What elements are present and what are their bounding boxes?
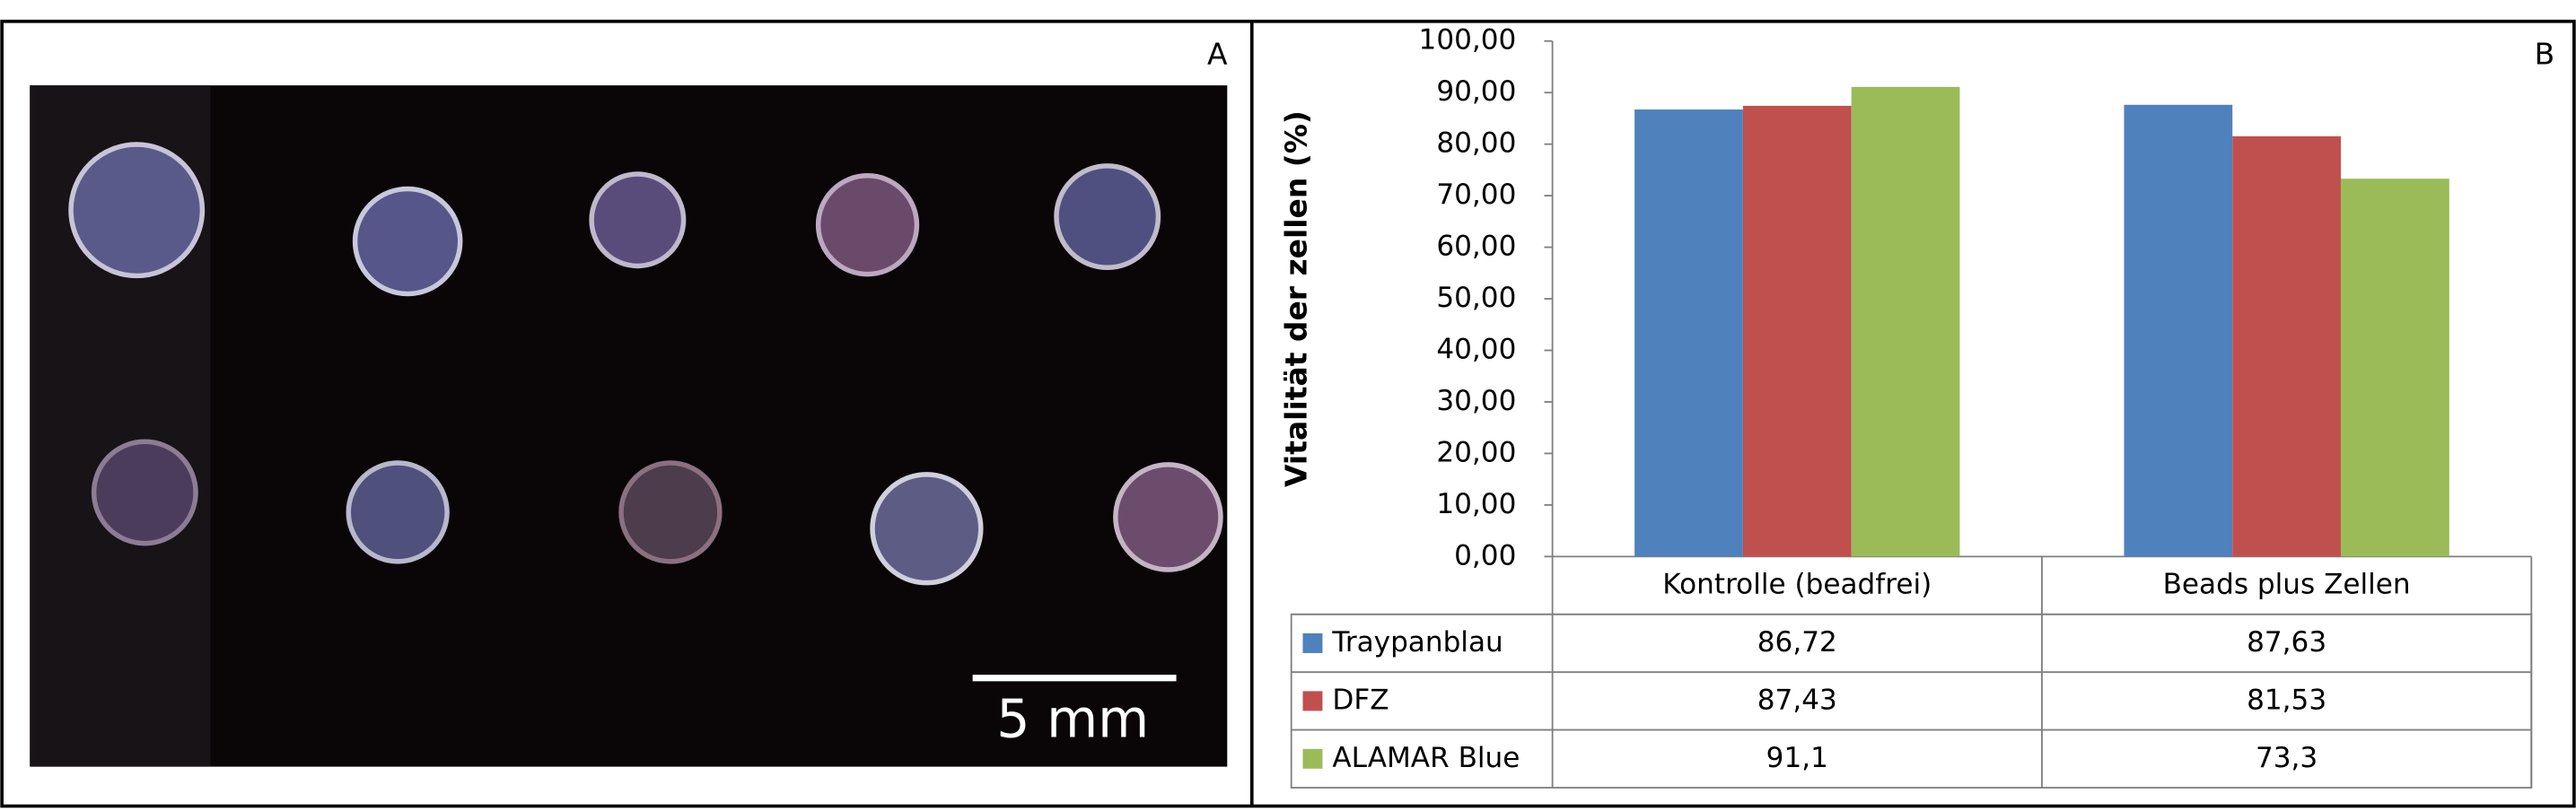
bead — [815, 173, 920, 277]
bar — [2124, 104, 2233, 557]
y-tick-label: 20,00 — [1436, 436, 1516, 468]
bead — [91, 439, 198, 546]
table-value: 73,3 — [2256, 742, 2318, 774]
bar — [1634, 109, 1743, 557]
legend-swatch — [1302, 632, 1323, 653]
legend-label: DFZ — [1332, 684, 1389, 716]
table-value: 87,63 — [2247, 626, 2326, 658]
legend-label: ALAMAR Blue — [1332, 742, 1520, 774]
y-tick-label: 90,00 — [1436, 75, 1516, 108]
table-value: 87,43 — [1757, 684, 1837, 716]
bead — [346, 460, 450, 564]
y-tick-label: 40,00 — [1436, 334, 1516, 366]
y-tick-label: 30,00 — [1436, 385, 1516, 417]
y-tick-label: 100,00 — [1419, 24, 1517, 57]
bar — [2341, 179, 2449, 557]
table-value: 81,53 — [2247, 684, 2326, 716]
y-axis-label: Vitalität der zellen (%) — [1278, 110, 1313, 487]
beads — [68, 142, 1223, 586]
bead — [1113, 462, 1223, 572]
bead — [352, 186, 463, 297]
y-tick-label: 80,00 — [1436, 127, 1516, 160]
bar — [1851, 86, 1960, 557]
bead — [589, 171, 687, 269]
legend-label: Traypanblau — [1331, 626, 1503, 658]
bead — [870, 472, 984, 586]
figure-border — [0, 19, 2576, 808]
y-tick-label: 0,00 — [1454, 539, 1516, 571]
table-value: 86,72 — [1757, 626, 1837, 658]
panel-label: B — [2535, 37, 2555, 72]
bead — [1054, 163, 1161, 271]
bead — [618, 460, 723, 564]
y-tick-label: 50,00 — [1436, 282, 1516, 314]
x-tick-label: Beads plus Zellen — [2163, 569, 2411, 601]
x-tick-label: Kontrolle (beadfrei) — [1662, 569, 1932, 601]
bar — [2232, 135, 2342, 557]
bead — [68, 142, 206, 279]
table-value: 91,1 — [1766, 742, 1828, 774]
scale-bar-label: 5 mm — [996, 688, 1149, 749]
y-tick-label: 60,00 — [1436, 231, 1516, 263]
legend-swatch — [1302, 748, 1323, 769]
bar — [1742, 105, 1852, 557]
legend-swatch — [1302, 691, 1323, 711]
y-tick-label: 70,00 — [1436, 179, 1516, 211]
y-tick-label: 10,00 — [1436, 488, 1516, 520]
panel-label: A — [1207, 37, 1228, 72]
